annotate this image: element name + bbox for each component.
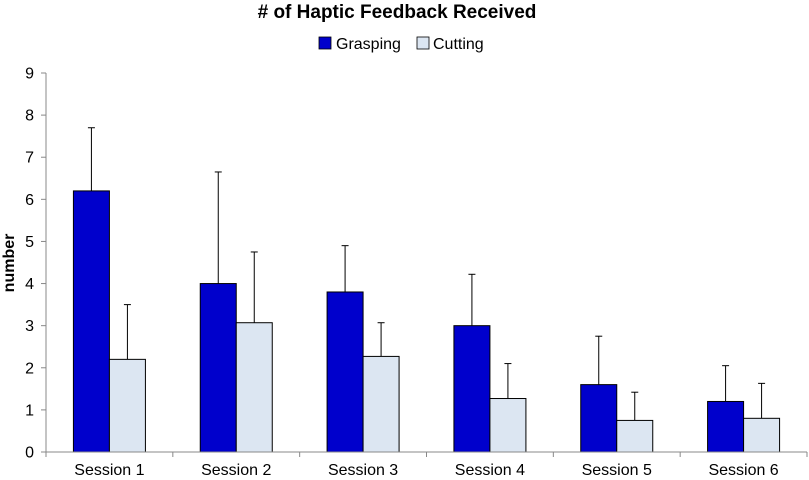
bars <box>72 190 781 453</box>
y-tick-label: 2 <box>25 360 34 377</box>
legend-swatch-grasping <box>318 36 332 50</box>
bar-grasping-4 <box>453 325 491 453</box>
legend-swatch-cutting <box>416 36 430 50</box>
x-axis-ticks: Session 1 Session 2 Session 3 Session 4 Sess… <box>45 452 808 479</box>
y-tick-label: 9 <box>25 66 34 83</box>
x-tick-label: Session 2 <box>201 462 271 479</box>
bar-grasping-5 <box>580 384 618 453</box>
bar-cutting-5 <box>616 419 654 453</box>
bar-grasping-6 <box>707 400 745 453</box>
error-bars <box>87 127 766 421</box>
bar-cutting-1 <box>108 358 146 453</box>
y-tick-label: 4 <box>25 276 34 293</box>
bar-cutting-4 <box>489 398 527 453</box>
x-tick-label: Session 4 <box>455 462 525 479</box>
y-tick-label: 7 <box>25 150 34 167</box>
x-tick-label: Session 3 <box>328 462 398 479</box>
bar-cutting-6 <box>743 417 781 453</box>
legend: Grasping Cutting <box>318 36 484 53</box>
bar-cutting-3 <box>362 355 400 453</box>
y-tick-label: 3 <box>25 318 34 335</box>
y-tick-label: 6 <box>25 192 34 209</box>
legend-label-grasping: Grasping <box>336 36 401 53</box>
x-tick-label: Session 1 <box>74 462 144 479</box>
y-tick-label: 0 <box>25 445 34 462</box>
bar-cutting-2 <box>235 322 273 453</box>
axes <box>45 73 807 453</box>
bar-grasping-3 <box>326 291 364 453</box>
y-tick-label: 1 <box>25 402 34 419</box>
x-tick-label: Session 5 <box>582 462 652 479</box>
chart-title: # of Haptic Feedback Received <box>258 2 537 23</box>
bar-grasping-2 <box>199 283 237 453</box>
bar-grasping-1 <box>72 190 110 453</box>
x-tick-label: Session 6 <box>708 462 778 479</box>
y-tick-label: 5 <box>25 234 34 251</box>
y-tick-label: 8 <box>25 108 34 125</box>
y-axis-label: number <box>1 234 18 293</box>
legend-label-cutting: Cutting <box>433 36 484 53</box>
y-axis-ticks: 0 1 2 3 4 5 6 7 8 9 <box>25 66 46 462</box>
